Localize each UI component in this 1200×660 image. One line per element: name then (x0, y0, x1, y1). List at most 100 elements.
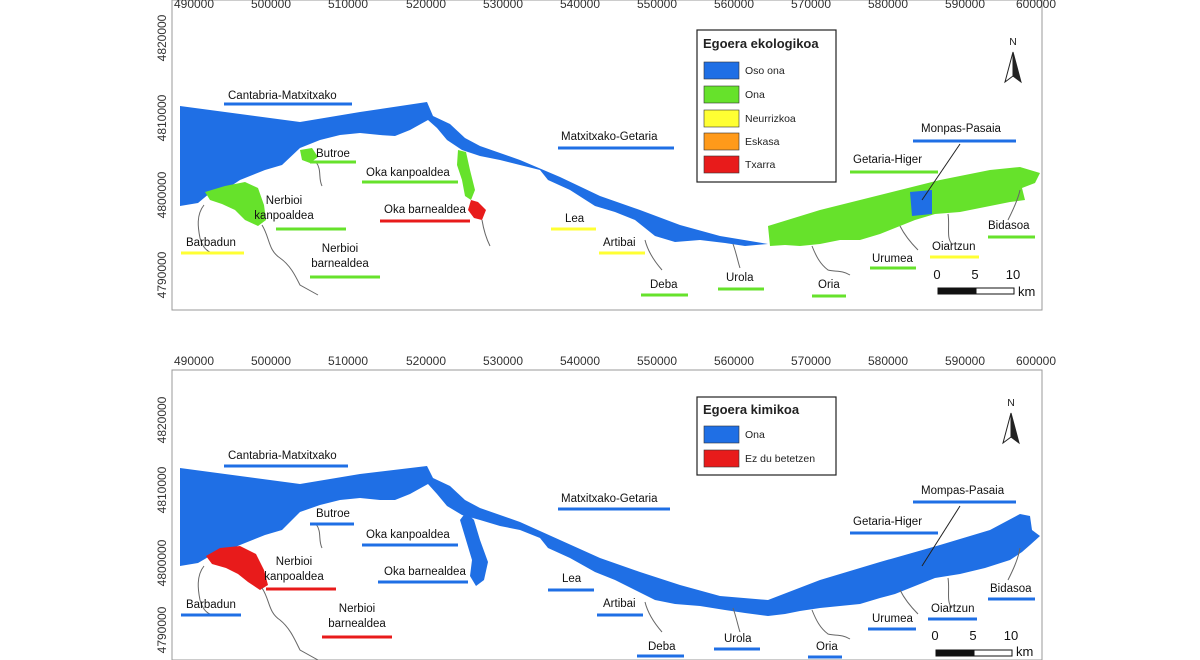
water-body-oka-kanpoaldea (457, 150, 475, 200)
water-body-oka-barnealdea (468, 200, 486, 220)
map-frame (171, 369, 1043, 660)
label-matxitxako-getaria: Matxitxako-Getaria (561, 493, 658, 505)
scale-label: 10 (1004, 628, 1018, 643)
y-tick: 4810000 (155, 466, 169, 513)
x-tick: 530000 (483, 0, 523, 11)
label-urumea: Urumea (872, 613, 914, 625)
water-body-cantabria-matxitxako (180, 102, 768, 246)
x-tick: 500000 (251, 354, 291, 368)
y-tick: 4820000 (155, 396, 169, 443)
label-oiartzun: Oiartzun (931, 603, 974, 615)
x-tick: 590000 (945, 354, 985, 368)
scale-unit: km (1016, 644, 1033, 659)
legend-swatch-eskasa (703, 132, 740, 151)
river-lines (197, 523, 1021, 660)
river-lines (197, 161, 1021, 296)
legend-label: Ez du betetzen (745, 453, 815, 465)
x-tick: 520000 (406, 354, 446, 368)
label-cantabria-matxitxako: Cantabria-Matxitxako (228, 450, 337, 462)
scale-label: 0 (933, 267, 940, 282)
legend-swatch-txarra (703, 155, 740, 174)
x-tick: 550000 (637, 354, 677, 368)
legend-swatch-neurrizkoa (703, 109, 740, 128)
scale-segment (935, 649, 975, 657)
y-tick: 4790000 (155, 606, 169, 653)
scale-label: 5 (969, 628, 976, 643)
y-tick: 4800000 (155, 539, 169, 586)
water-body-getaria-higer (768, 167, 1040, 246)
water-body-labels: Cantabria-Matxitxako Butroe Oka kanpoald… (181, 450, 1035, 659)
label-oka-barnealdea: Oka barnealdea (384, 204, 466, 216)
legend-swatch-ez-du-betetzen (703, 449, 740, 468)
legend-swatch-ona (703, 85, 740, 104)
map-chemical: 490000 500000 510000 520000 530000 54000… (155, 354, 1056, 660)
scale-label: 0 (931, 628, 938, 643)
scale-segment (975, 287, 1015, 295)
x-tick: 490000 (174, 354, 214, 368)
x-tick: 540000 (560, 354, 600, 368)
water-body-monpas-pasaia (910, 190, 932, 216)
x-tick: 580000 (868, 0, 908, 11)
callout-line (921, 143, 961, 201)
y-tick-labels: 4820000 4810000 4800000 4790000 (155, 14, 169, 298)
x-tick: 500000 (251, 0, 291, 11)
x-tick: 530000 (483, 354, 523, 368)
label-oria: Oria (816, 641, 838, 653)
north-arrow-icon: N (1004, 36, 1022, 84)
y-tick: 4820000 (155, 14, 169, 61)
x-tick: 560000 (714, 354, 754, 368)
legend-swatch-ona (703, 425, 740, 444)
scale-bar: 0 5 10 km (933, 267, 1035, 299)
x-tick: 550000 (637, 0, 677, 11)
label-getaria-higer: Getaria-Higer (853, 516, 922, 528)
north-arrow-icon: N (1002, 397, 1020, 445)
scale-segment (937, 287, 977, 295)
water-body-oka-chemical (460, 512, 488, 586)
x-tick: 490000 (174, 0, 214, 11)
x-tick: 590000 (945, 0, 985, 11)
scale-bar: 0 5 10 km (931, 628, 1033, 659)
y-tick: 4790000 (155, 251, 169, 298)
legend-swatch-oso-ona (703, 61, 740, 80)
legend-label: Ona (745, 429, 765, 441)
label-butroe: Butroe (316, 148, 350, 160)
label-oria: Oria (818, 279, 840, 291)
label-bidasoa: Bidasoa (988, 220, 1030, 232)
label-butroe: Butroe (316, 508, 350, 520)
x-tick: 510000 (328, 0, 368, 11)
label-mompas-pasaia: Mompas-Pasaia (921, 485, 1005, 497)
label-lea: Lea (562, 573, 582, 585)
legend-ecological: Egoera ekologikoa Oso ona Ona Neurrizkoa… (696, 29, 837, 183)
x-tick: 570000 (791, 354, 831, 368)
map-ecological: 490000 500000 510000 520000 530000 54000… (155, 0, 1056, 311)
label-cantabria-matxitxako: Cantabria-Matxitxako (228, 90, 337, 102)
label-nerbioi-barnealdea: barnealdea (328, 618, 386, 630)
label-nerbioi-kanpoaldea: kanpoaldea (264, 571, 324, 583)
label-nerbioi-kanpoaldea: Nerbioi (266, 195, 302, 207)
water-body-labels: Cantabria-Matxitxako Butroe Oka kanpoald… (181, 90, 1035, 298)
label-artibai: Artibai (603, 237, 636, 249)
label-lea: Lea (565, 213, 585, 225)
legend-label: Txarra (745, 159, 775, 171)
label-deba: Deba (650, 279, 678, 291)
label-urumea: Urumea (872, 253, 914, 265)
water-body-nerbioi-chemical (206, 546, 268, 590)
label-bidasoa: Bidasoa (990, 583, 1032, 595)
label-nerbioi-barnealdea: Nerbioi (339, 603, 375, 615)
water-body-coast-chemical (180, 466, 1040, 616)
label-getaria-higer: Getaria-Higer (853, 154, 922, 166)
north-label: N (1007, 397, 1015, 409)
callout-line (921, 505, 961, 567)
y-tick: 4800000 (155, 171, 169, 218)
x-tick: 570000 (791, 0, 831, 11)
x-tick: 580000 (868, 354, 908, 368)
label-oka-barnealdea: Oka barnealdea (384, 566, 466, 578)
water-body-nerbioi-kanpoaldea (205, 182, 266, 226)
label-artibai: Artibai (603, 598, 636, 610)
legend-title: Egoera kimikoa (703, 402, 800, 417)
map-frame (171, 0, 1043, 311)
north-label: N (1009, 36, 1017, 48)
x-tick: 510000 (328, 354, 368, 368)
label-urola: Urola (724, 633, 752, 645)
